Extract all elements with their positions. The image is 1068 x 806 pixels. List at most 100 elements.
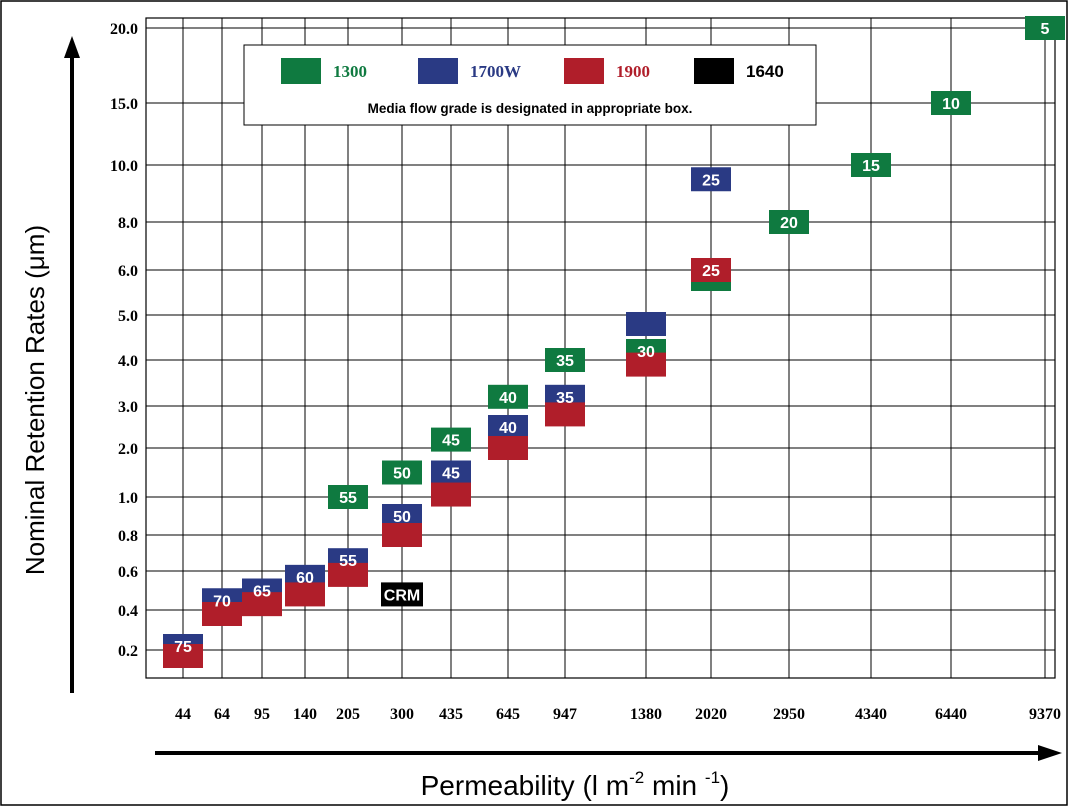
data-box-1300-205 <box>328 485 368 509</box>
data-box-label: 70 <box>213 593 231 610</box>
x-tick-label: 2020 <box>695 706 727 723</box>
x-tick-label: 140 <box>293 706 317 723</box>
data-box-label: 10 <box>942 96 960 113</box>
legend-swatch <box>418 58 458 84</box>
data-box-label: 25 <box>702 172 720 189</box>
x-tick-label: 1380 <box>630 706 662 723</box>
data-box-fill <box>285 582 325 607</box>
legend-note: Media flow grade is designated in approp… <box>368 101 693 116</box>
data-box-1700w-435 <box>431 460 471 485</box>
legend-swatch <box>694 58 734 84</box>
data-box-1300-2950 <box>769 210 809 234</box>
data-box-1900-95 <box>242 592 282 617</box>
x-tick-label: 2950 <box>773 706 805 723</box>
data-box-label: 35 <box>556 390 574 407</box>
y-tick-label: 5.0 <box>118 308 138 325</box>
data-box-1700w-1380 <box>626 312 666 336</box>
data-box-1300-6440 <box>931 91 971 115</box>
legend-entry-1640: 1640 <box>694 58 784 84</box>
data-box-fill <box>691 167 731 192</box>
x-tick-label: 95 <box>254 706 270 723</box>
x-tick-label: 9370 <box>1029 706 1061 723</box>
data-box-fill <box>488 436 528 460</box>
y-tick-label: 2.0 <box>118 441 138 458</box>
y-axis-title: Nominal Retention Rates (μm) <box>20 225 50 575</box>
y-tick-label: 1.0 <box>118 490 138 507</box>
data-box-1900-300 <box>382 523 422 547</box>
data-box-fill <box>931 91 971 115</box>
data-box-1900-1380 <box>626 352 666 377</box>
x-axis-title-mid: min <box>644 770 705 801</box>
data-box-1300-435 <box>431 427 471 452</box>
data-box-fill <box>626 352 666 377</box>
data-box-fill <box>488 384 528 409</box>
data-box-fill <box>431 460 471 485</box>
y-tick-label: 6.0 <box>118 263 138 280</box>
y-tick-label: 20.0 <box>110 21 138 38</box>
data-box-1700w-2020 <box>691 167 731 192</box>
legend-label: 1640 <box>746 62 784 81</box>
data-box-fill <box>488 415 528 439</box>
data-box-1300-4340 <box>851 153 891 177</box>
data-box-label: 15 <box>862 158 880 175</box>
legend-label: 1700W <box>470 62 521 81</box>
data-box-1900-64 <box>202 602 242 626</box>
x-tick-label: 4340 <box>855 706 887 723</box>
data-box-fill <box>328 485 368 509</box>
x-tick-label: 64 <box>214 706 230 723</box>
y-tick-labels: 0.2 0.4 0.6 0.8 1.0 2.0 3.0 4.0 5.0 6.0 8.0 10.0 15.… <box>110 21 138 660</box>
data-box-label: 40 <box>499 390 517 407</box>
x-axis-title: Permeability (l m-2 min -1) <box>421 768 730 801</box>
x-axis-title-sup2: -1 <box>705 768 720 787</box>
data-box-label: 60 <box>296 570 314 587</box>
y-tick-label: 3.0 <box>118 399 138 416</box>
data-box-1300-9370 <box>1025 16 1065 40</box>
data-box-label: 55 <box>339 553 357 570</box>
data-box-fill <box>431 427 471 452</box>
x-tick-label: 205 <box>336 706 360 723</box>
x-axis-title-sup1: -2 <box>629 768 644 787</box>
data-box-label: 50 <box>393 509 411 526</box>
data-box-label: 45 <box>442 466 460 483</box>
data-box-label: 45 <box>442 433 460 450</box>
data-box-fill <box>328 562 368 587</box>
y-tick-label: 0.4 <box>118 603 138 620</box>
data-box-label: 75 <box>174 639 192 656</box>
x-tick-label: 44 <box>175 706 191 723</box>
x-axis-title-base: Permeability (l m <box>421 770 629 801</box>
legend-entry-1700w: 1700W <box>418 58 521 84</box>
data-box-1300-947 <box>545 348 585 372</box>
data-box-1900-645 <box>488 436 528 460</box>
data-box-fill <box>242 592 282 617</box>
y-axis-arrow <box>64 36 80 693</box>
data-box-fill <box>769 210 809 234</box>
y-tick-label: 0.6 <box>118 564 138 581</box>
data-box-label: 30 <box>637 344 655 361</box>
data-boxes: 55 50 45 40 35 30 20 15 10 5 75 70 65 60 55 50 45 40 35 25 2… <box>163 16 1065 668</box>
data-box-label: CRM <box>384 587 420 604</box>
data-box-fill <box>1025 16 1065 40</box>
data-box-label: 50 <box>393 466 411 483</box>
data-box-label: 65 <box>253 584 271 601</box>
data-box-fill <box>163 644 203 668</box>
x-tick-labels: 44 64 95 140 205 300 435 645 947 1380 2020 2950 4340… <box>175 706 1061 723</box>
data-box-fill <box>381 582 423 607</box>
data-box-fill <box>202 602 242 626</box>
data-box-fill <box>851 153 891 177</box>
x-axis-arrow <box>155 745 1062 761</box>
data-box-label: 20 <box>780 215 798 232</box>
data-box-label: 55 <box>339 490 357 507</box>
plot-area-border <box>145 17 1056 679</box>
legend-label: 1300 <box>333 62 367 81</box>
y-tick-label: 8.0 <box>118 215 138 232</box>
x-axis-title-end: ) <box>720 770 729 801</box>
x-tick-label: 435 <box>439 706 463 723</box>
x-tick-label: 6440 <box>935 706 967 723</box>
data-box-fill <box>431 482 471 507</box>
data-box-1300-300 <box>382 460 422 485</box>
legend-swatch <box>564 58 604 84</box>
data-box-fill <box>382 460 422 485</box>
y-tick-label: 0.2 <box>118 643 138 660</box>
